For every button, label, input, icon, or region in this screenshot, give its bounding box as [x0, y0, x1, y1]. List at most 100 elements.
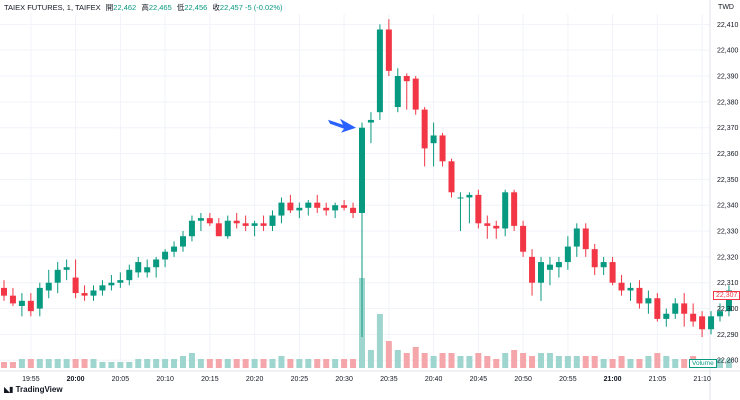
volume-bar — [242, 359, 249, 368]
x-tick-label: 19:55 — [22, 376, 40, 383]
candle-body — [215, 223, 222, 237]
candle-body — [439, 135, 446, 162]
volume-bar — [663, 356, 670, 368]
volume-bar — [654, 353, 661, 368]
volume-bar — [376, 314, 383, 368]
volume-bar — [323, 359, 330, 368]
y-tick-label: 22,390 — [717, 74, 739, 81]
candle-body — [573, 228, 580, 247]
volume-bar — [609, 359, 616, 368]
low-value: 22,456 — [184, 3, 208, 12]
candle-body — [484, 223, 491, 226]
y-tick-label: 22,280 — [717, 358, 739, 365]
volume-bar — [529, 356, 536, 368]
candle-body — [108, 282, 115, 286]
volume-bar — [1, 362, 7, 368]
candle-body — [708, 316, 715, 330]
volume-bar — [511, 350, 518, 368]
candle-body — [511, 192, 518, 226]
candle-body — [538, 262, 544, 283]
candle-body — [466, 194, 473, 198]
candle-body — [260, 223, 267, 226]
y-tick-label: 22,340 — [717, 203, 739, 210]
candle-body — [269, 215, 276, 226]
candle-body — [144, 267, 151, 273]
volume-bar — [81, 359, 88, 368]
close-value: 22,457 — [219, 3, 243, 12]
x-tick-label: 21:00 — [604, 376, 622, 383]
candles — [1, 19, 732, 337]
volume-bar — [636, 359, 643, 368]
volume-bar — [260, 359, 267, 368]
volume-bar — [27, 359, 34, 368]
volume-bar — [430, 356, 437, 368]
volume-bar — [645, 356, 652, 368]
x-tick-label: 20:00 — [67, 376, 85, 383]
candle-body — [725, 290, 732, 312]
volume-bar — [555, 356, 562, 368]
volume-bar — [54, 359, 61, 368]
volume-bar — [63, 359, 70, 368]
volume-bar — [287, 359, 294, 368]
last-price-tag: 22,307 — [713, 291, 740, 300]
volume-bar — [717, 359, 723, 368]
candle-body — [63, 267, 70, 270]
candle-body — [430, 135, 437, 144]
volume-bar — [72, 359, 79, 368]
symbol-title[interactable]: TAIEX FUTURES, 1, TAIFEX — [4, 3, 101, 12]
candle-body — [117, 280, 124, 283]
open-value: 22,462 — [113, 3, 137, 12]
currency-label[interactable]: TWD — [718, 4, 734, 11]
candle-body — [618, 282, 625, 291]
candle-body — [609, 262, 616, 283]
candle-body — [376, 29, 383, 113]
volume-bar — [162, 359, 169, 368]
candle-body — [305, 202, 312, 208]
volume-bar — [36, 359, 43, 368]
x-tick-label: 20:55 — [559, 376, 577, 383]
volume-bar — [412, 347, 419, 368]
volume-bar — [144, 359, 151, 368]
candle-body — [197, 218, 204, 221]
price-axis[interactable]: 22,280 22,290 22,300 22,310 22,320 22,330 22,3… — [717, 22, 739, 365]
candle-body — [385, 29, 392, 71]
candle-body — [529, 256, 536, 283]
candle-body — [699, 316, 706, 330]
x-tick-label: 20:25 — [291, 376, 309, 383]
x-tick-label: 20:50 — [514, 376, 532, 383]
volume-bar — [573, 356, 580, 368]
volume-bar — [171, 359, 178, 368]
y-tick-label: 22,290 — [717, 332, 739, 339]
candle-body — [72, 277, 79, 294]
candle-body — [45, 282, 52, 291]
tradingview-icon: ◣▮ — [4, 385, 14, 394]
x-tick-label: 20:40 — [425, 376, 443, 383]
candle-body — [359, 127, 365, 213]
volume-bar — [251, 359, 258, 368]
y-tick-label: 22,320 — [717, 254, 739, 261]
volume-bar — [153, 359, 160, 368]
candle-body — [493, 225, 500, 229]
volume-bar — [314, 359, 321, 368]
candle-body — [81, 293, 88, 296]
candle-body — [457, 197, 464, 199]
candle-body — [323, 207, 330, 211]
y-tick-label: 22,360 — [717, 151, 739, 158]
volume-bar — [394, 350, 401, 368]
candle-body — [99, 285, 106, 291]
volume-label[interactable]: Volume — [689, 359, 717, 368]
change-value: -5 (-0.02%) — [244, 3, 283, 12]
candle-body — [27, 300, 34, 312]
volume-bar — [725, 359, 732, 368]
volume-bar — [233, 359, 240, 368]
candle-body — [600, 262, 607, 268]
candle-body — [206, 218, 213, 224]
candle-body — [502, 192, 509, 229]
time-axis[interactable]: 19:5019:5520:0020:0520:1020:1520:2020:25… — [0, 376, 711, 383]
tradingview-logo[interactable]: ◣▮ TradingView — [4, 385, 63, 394]
candle-body — [171, 246, 178, 252]
candle-body — [287, 202, 294, 211]
tradingview-label: TradingView — [15, 385, 63, 394]
